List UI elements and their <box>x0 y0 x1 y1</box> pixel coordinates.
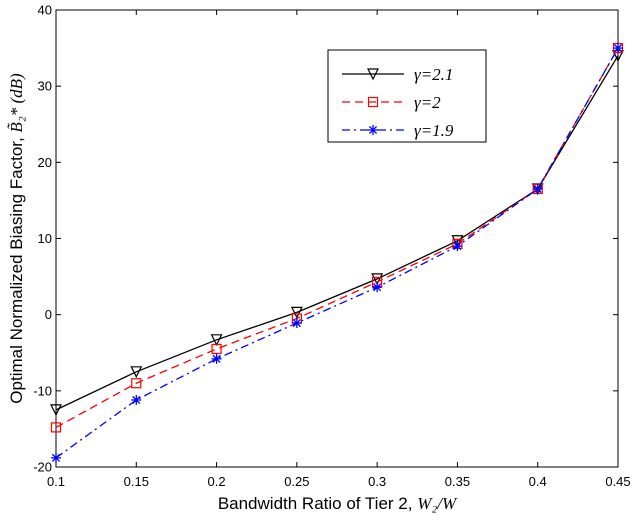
x-tick-label: 0.4 <box>529 474 547 489</box>
y-tick-label: 20 <box>38 155 52 170</box>
data-point <box>131 378 142 389</box>
y-axis-label-text: Optimal Normalized Biasing Factor, <box>7 133 26 404</box>
data-point <box>291 318 302 329</box>
legend-marker <box>367 68 379 81</box>
data-point <box>211 343 222 355</box>
data-point <box>50 404 62 417</box>
x-axis-label: Bandwidth Ratio of Tier 2, W₂/W <box>218 494 458 513</box>
x-tick-label: 0.45 <box>605 474 630 489</box>
series-line <box>55 47 619 459</box>
legend-box <box>327 49 487 143</box>
data-point <box>131 394 142 405</box>
y-tick-label: 10 <box>38 231 52 246</box>
y-tick-label: 40 <box>38 3 52 18</box>
x-tick-label: 0.2 <box>208 474 226 489</box>
x-axis-label-text: Bandwidth Ratio of Tier 2, <box>218 494 417 513</box>
series-line <box>55 47 619 428</box>
x-tick-label: 0.1 <box>47 474 65 489</box>
y-tick-label: 0 <box>45 307 52 322</box>
legend-entry-3: γ=1.9 <box>342 121 454 140</box>
y-tick-label: 30 <box>38 79 52 94</box>
data-point <box>50 422 62 433</box>
y-axis-label: Optimal Normalized Biasing Factor, B̃₂* … <box>7 73 26 404</box>
legend-marker <box>368 125 378 135</box>
y-axis: -20 -10 0 10 20 30 40 <box>33 3 618 475</box>
legend-marker <box>367 96 379 108</box>
data-point <box>532 183 543 194</box>
data-point <box>371 273 384 286</box>
x-tick-label: 0.15 <box>124 474 149 489</box>
data-point <box>372 282 383 293</box>
series-layer <box>50 42 624 463</box>
x-tick-label: 0.25 <box>284 474 309 489</box>
data-point <box>613 43 623 54</box>
x-axis-label-math: W₂/W <box>417 494 458 513</box>
legend-label: γ=2 <box>414 93 441 112</box>
y-tick-label: -10 <box>33 383 52 398</box>
data-point <box>451 235 464 248</box>
x-axis: 0.1 0.15 0.2 0.25 0.3 0.35 0.4 0.45 <box>47 10 631 489</box>
data-point <box>51 452 61 463</box>
data-point <box>452 241 463 252</box>
legend: γ=2.1 γ=2 γ=1.9 <box>327 49 487 143</box>
legend-entry-1: γ=2.1 <box>342 65 453 84</box>
data-point <box>211 353 222 364</box>
data-point <box>290 306 303 319</box>
x-tick-label: 0.3 <box>368 474 386 489</box>
legend-label: γ=1.9 <box>414 121 454 140</box>
legend-entry-2: γ=2 <box>342 93 441 112</box>
x-tick-label: 0.35 <box>445 474 470 489</box>
series-3 <box>51 43 623 463</box>
legend-label: γ=2.1 <box>414 65 453 84</box>
data-point <box>130 366 143 379</box>
y-tick-label: -20 <box>33 460 52 475</box>
data-point <box>210 334 223 347</box>
y-axis-label-math: B̃₂* (dB) <box>7 73 26 133</box>
